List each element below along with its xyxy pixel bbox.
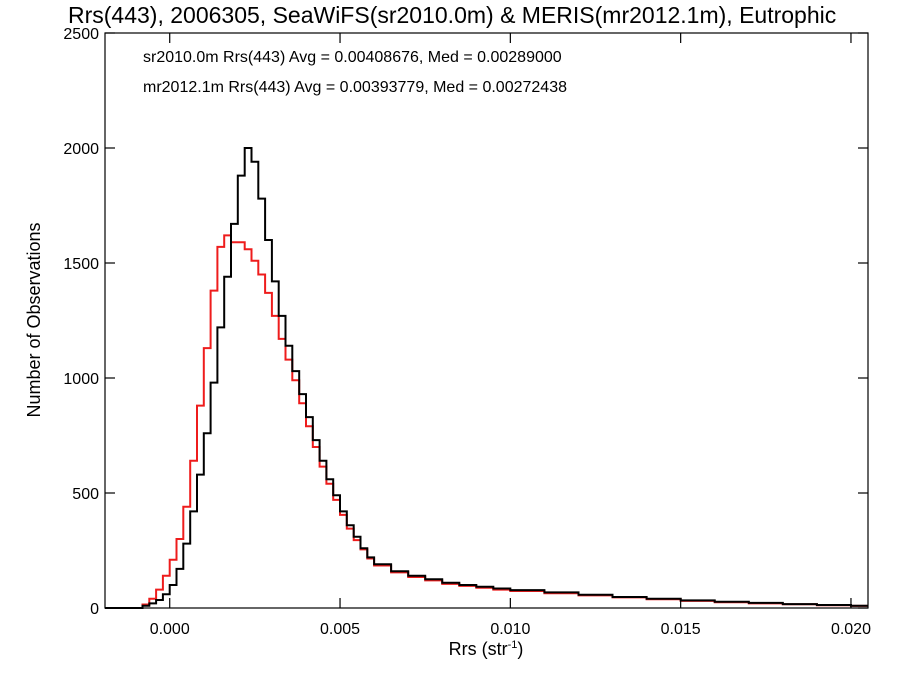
- x-tick-label-1: 0.005: [320, 621, 360, 638]
- x-axis-label-superscript: -1: [508, 639, 518, 651]
- x-axis-label: Rrs (str-1): [449, 639, 524, 659]
- plot-frame: [104, 32, 869, 609]
- y-tick-label-0: 0: [90, 601, 99, 618]
- series-mr2012.1m: [105, 234, 868, 609]
- x-axis-label-tail: ): [517, 639, 523, 659]
- x-axis-label-main: Rrs (str: [449, 639, 508, 659]
- x-tick-label-2: 0.010: [490, 621, 530, 638]
- y-tick-label-3: 1500: [63, 256, 99, 273]
- y-axis-label: Number of Observations: [24, 222, 44, 417]
- series-sr2010.0m: [105, 147, 868, 609]
- x-tick-label-4: 0.020: [831, 621, 871, 638]
- y-tick-label-5: 2500: [63, 26, 99, 43]
- x-tick-label-3: 0.015: [661, 621, 701, 638]
- chart-title: Rrs(443), 2006305, SeaWiFS(sr2010.0m) & …: [68, 2, 837, 28]
- annotation-sr2010: sr2010.0m Rrs(443) Avg = 0.00408676, Med…: [143, 49, 562, 66]
- x-tick-label-0: 0.000: [150, 621, 190, 638]
- y-tick-label-4: 2000: [63, 141, 99, 158]
- y-tick-label-1: 500: [72, 486, 99, 503]
- y-tick-label-2: 1000: [63, 371, 99, 388]
- annotation-mr2012: mr2012.1m Rrs(443) Avg = 0.00393779, Med…: [143, 79, 567, 96]
